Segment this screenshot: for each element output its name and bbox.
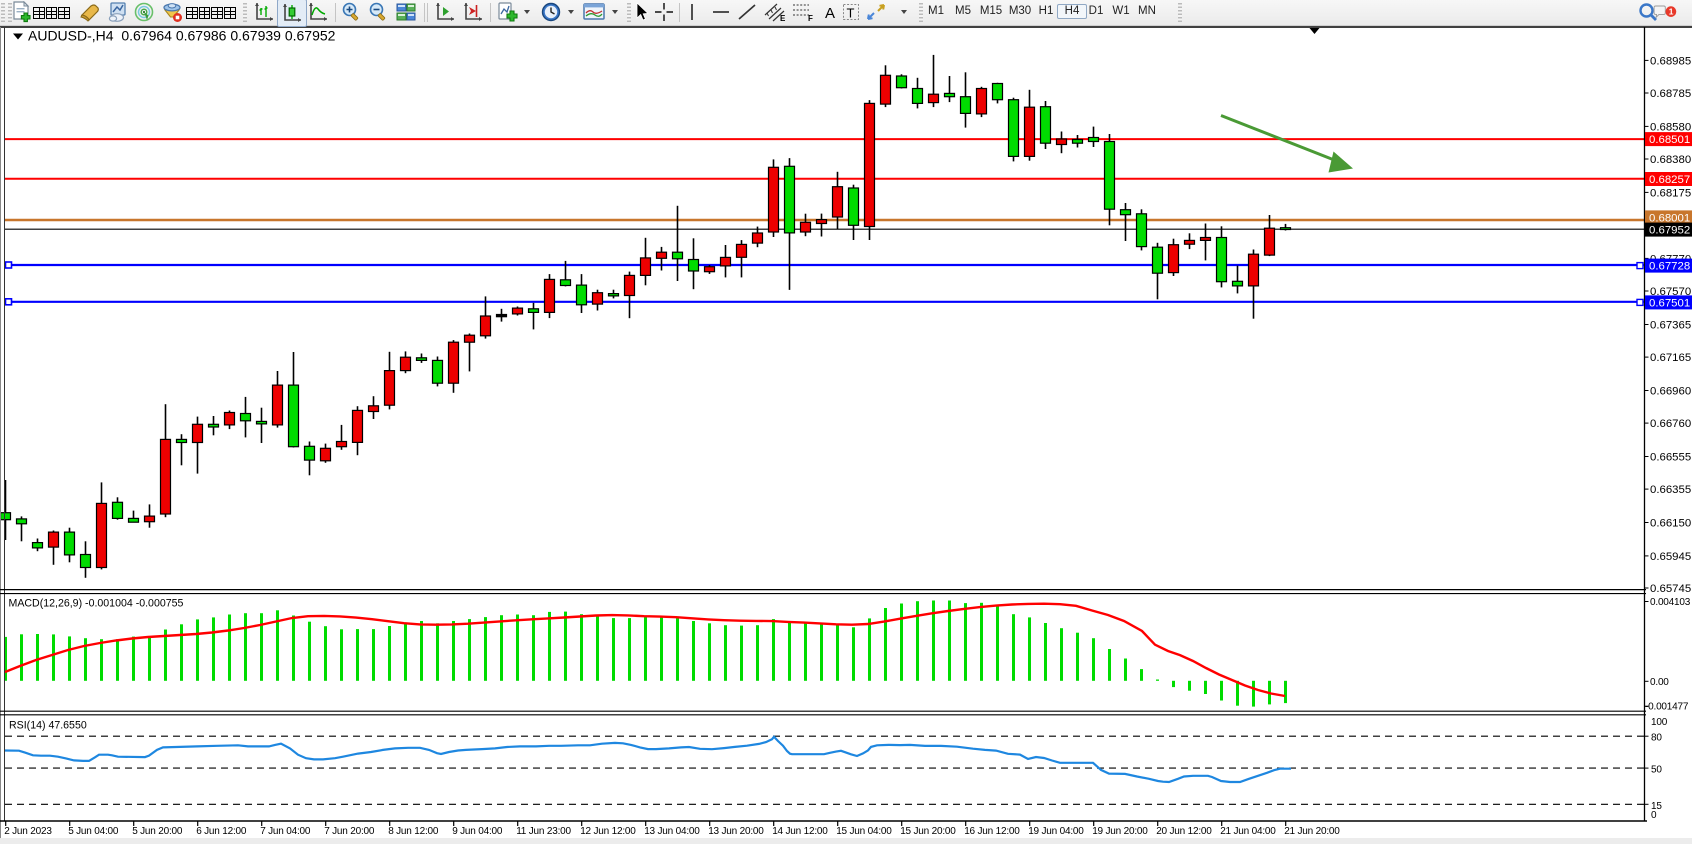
svg-text:0.68985: 0.68985 (1650, 55, 1691, 67)
svg-text:0.68380: 0.68380 (1650, 154, 1691, 166)
svg-text:MACD(12,26,9) -0.001004 -0.000: MACD(12,26,9) -0.001004 -0.000755 (9, 598, 184, 610)
svg-text:0.68580: 0.68580 (1650, 121, 1691, 133)
svg-text:9 Jun 04:00: 9 Jun 04:00 (452, 826, 503, 837)
svg-text:15 Jun 20:00: 15 Jun 20:00 (900, 826, 956, 837)
svg-text:13 Jun 20:00: 13 Jun 20:00 (708, 826, 764, 837)
svg-text:80: 80 (1651, 733, 1662, 744)
svg-text:0.68501: 0.68501 (1649, 134, 1690, 146)
svg-text:-0.001477: -0.001477 (1645, 702, 1689, 713)
svg-text:A: A (825, 5, 835, 22)
svg-text:0.67570: 0.67570 (1650, 286, 1691, 298)
svg-text:7 Jun 04:00: 7 Jun 04:00 (260, 826, 311, 837)
svg-text:0.68175: 0.68175 (1650, 187, 1691, 199)
svg-text:0.65945: 0.65945 (1650, 551, 1691, 563)
svg-text:7 Jun 20:00: 7 Jun 20:00 (324, 826, 375, 837)
svg-text:0.67952: 0.67952 (1649, 225, 1690, 237)
svg-text:11 Jun 23:00: 11 Jun 23:00 (516, 826, 571, 837)
svg-text:T: T (847, 6, 855, 21)
svg-text:6 Jun 12:00: 6 Jun 12:00 (196, 826, 247, 837)
svg-text:AUDUSD-,H4 0.67964 0.67986 0.: AUDUSD-,H4 0.67964 0.67986 0.67939 0.679… (28, 28, 336, 44)
svg-text:0.66355: 0.66355 (1650, 484, 1691, 496)
svg-text:0.66760: 0.66760 (1650, 418, 1691, 430)
svg-text:1: 1 (1669, 6, 1674, 16)
svg-text:0.66960: 0.66960 (1650, 386, 1691, 398)
svg-text:16 Jun 12:00: 16 Jun 12:00 (964, 826, 1020, 837)
svg-text:15: 15 (1651, 801, 1662, 812)
svg-text:5 Jun 20:00: 5 Jun 20:00 (132, 826, 183, 837)
svg-text:0: 0 (1651, 810, 1657, 821)
svg-text:0.67728: 0.67728 (1649, 261, 1690, 273)
svg-text:E: E (780, 14, 786, 23)
svg-text:14 Jun 12:00: 14 Jun 12:00 (772, 826, 828, 837)
svg-text:100: 100 (1651, 717, 1668, 728)
svg-text:0.66555: 0.66555 (1650, 452, 1691, 464)
svg-text:13 Jun 04:00: 13 Jun 04:00 (644, 826, 700, 837)
svg-text:0.68001: 0.68001 (1649, 212, 1690, 224)
svg-text:RSI(14) 47.6550: RSI(14) 47.6550 (9, 720, 87, 732)
svg-text:0.67165: 0.67165 (1650, 352, 1691, 364)
svg-text:50: 50 (1651, 765, 1662, 776)
svg-text:15 Jun 04:00: 15 Jun 04:00 (836, 826, 892, 837)
svg-text:12 Jun 12:00: 12 Jun 12:00 (580, 826, 636, 837)
svg-text:20 Jun 12:00: 20 Jun 12:00 (1156, 826, 1212, 837)
svg-text:0.67365: 0.67365 (1650, 320, 1691, 332)
svg-text:19 Jun 20:00: 19 Jun 20:00 (1092, 826, 1148, 837)
svg-text:21 Jun 20:00: 21 Jun 20:00 (1284, 826, 1340, 837)
svg-text:8 Jun 12:00: 8 Jun 12:00 (388, 826, 439, 837)
svg-text:5 Jun 04:00: 5 Jun 04:00 (68, 826, 119, 837)
svg-text:0.67501: 0.67501 (1649, 297, 1690, 309)
svg-text:0.68785: 0.68785 (1650, 88, 1691, 100)
svg-text:0.68257: 0.68257 (1649, 174, 1690, 186)
svg-text:2 Jun 2023: 2 Jun 2023 (4, 826, 52, 837)
svg-text:19 Jun 04:00: 19 Jun 04:00 (1028, 826, 1084, 837)
svg-text:0.66150: 0.66150 (1650, 518, 1691, 530)
svg-text:0.004103: 0.004103 (1650, 597, 1691, 608)
svg-text:F: F (808, 14, 813, 23)
svg-text:0.00: 0.00 (1650, 677, 1669, 688)
svg-text:0.65745: 0.65745 (1650, 583, 1691, 595)
svg-text:21 Jun 04:00: 21 Jun 04:00 (1220, 826, 1276, 837)
